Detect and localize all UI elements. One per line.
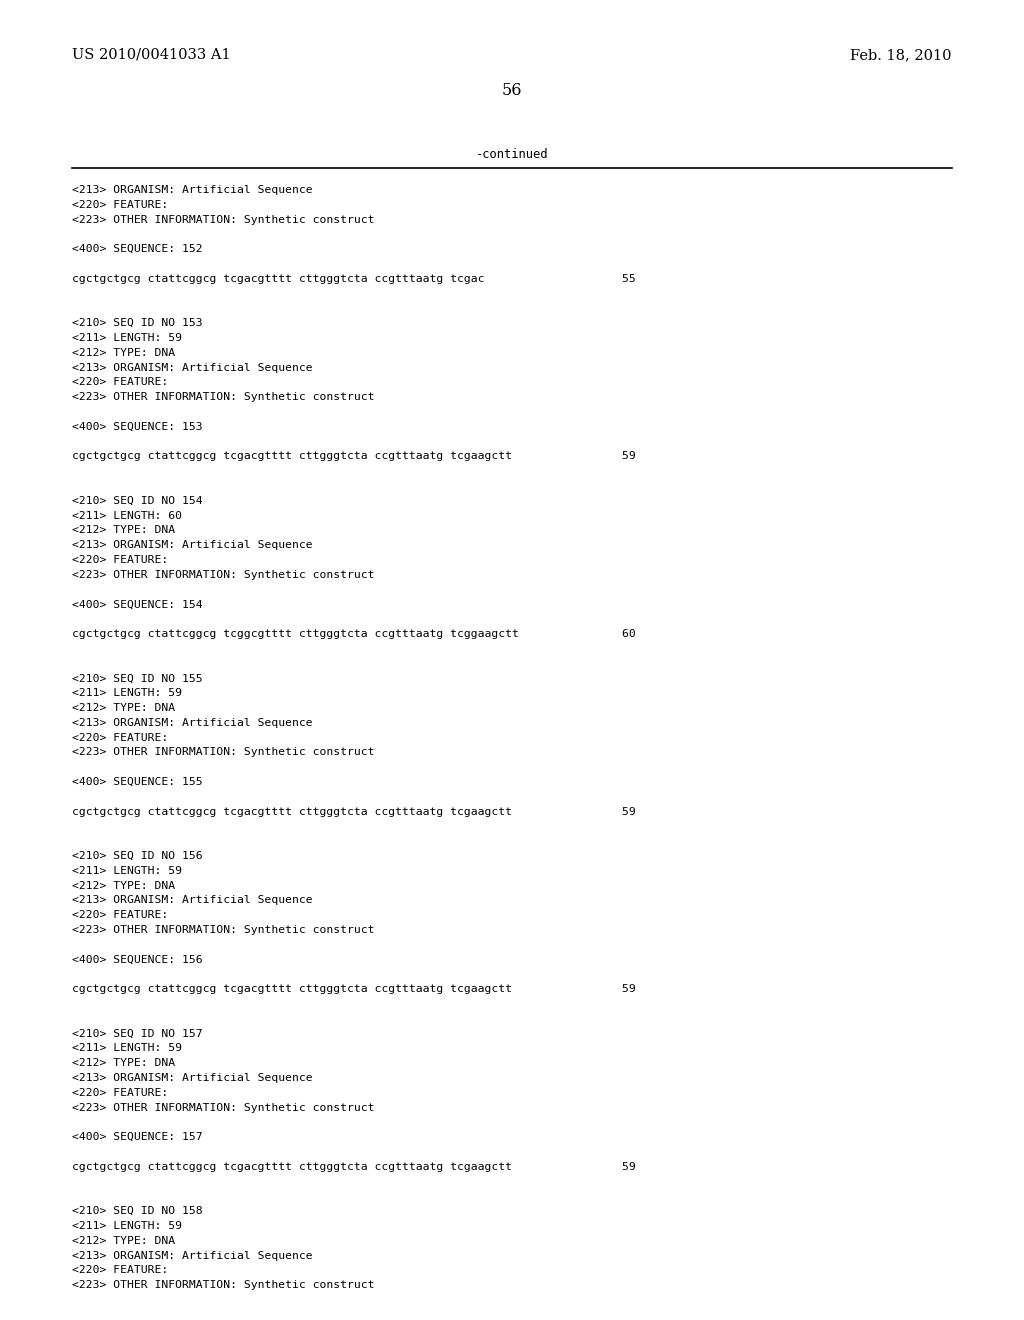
Text: cgctgctgcg ctattcggcg tcgacgtttt cttgggtcta ccgtttaatg tcgaagctt                : cgctgctgcg ctattcggcg tcgacgtttt cttgggt… [72,985,636,994]
Text: <220> FEATURE:: <220> FEATURE: [72,733,168,743]
Text: <220> FEATURE:: <220> FEATURE: [72,378,168,387]
Text: <210> SEQ ID NO 158: <210> SEQ ID NO 158 [72,1206,203,1216]
Text: <400> SEQUENCE: 154: <400> SEQUENCE: 154 [72,599,203,610]
Text: <223> OTHER INFORMATION: Synthetic construct: <223> OTHER INFORMATION: Synthetic const… [72,925,375,935]
Text: <212> TYPE: DNA: <212> TYPE: DNA [72,525,175,536]
Text: <220> FEATURE:: <220> FEATURE: [72,1088,168,1098]
Text: <220> FEATURE:: <220> FEATURE: [72,1266,168,1275]
Text: cgctgctgcg ctattcggcg tcgacgtttt cttgggtcta ccgtttaatg tcgaagctt                : cgctgctgcg ctattcggcg tcgacgtttt cttgggt… [72,1162,636,1172]
Text: <211> LENGTH: 59: <211> LENGTH: 59 [72,866,182,875]
Text: <212> TYPE: DNA: <212> TYPE: DNA [72,880,175,891]
Text: <210> SEQ ID NO 157: <210> SEQ ID NO 157 [72,1028,203,1039]
Text: <213> ORGANISM: Artificial Sequence: <213> ORGANISM: Artificial Sequence [72,895,312,906]
Text: <210> SEQ ID NO 154: <210> SEQ ID NO 154 [72,496,203,506]
Text: <211> LENGTH: 59: <211> LENGTH: 59 [72,688,182,698]
Text: <223> OTHER INFORMATION: Synthetic construct: <223> OTHER INFORMATION: Synthetic const… [72,215,375,224]
Text: <213> ORGANISM: Artificial Sequence: <213> ORGANISM: Artificial Sequence [72,1250,312,1261]
Text: cgctgctgcg ctattcggcg tcgacgtttt cttgggtcta ccgtttaatg tcgac                    : cgctgctgcg ctattcggcg tcgacgtttt cttgggt… [72,273,636,284]
Text: <212> TYPE: DNA: <212> TYPE: DNA [72,1236,175,1246]
Text: <223> OTHER INFORMATION: Synthetic construct: <223> OTHER INFORMATION: Synthetic const… [72,1280,375,1290]
Text: <212> TYPE: DNA: <212> TYPE: DNA [72,1059,175,1068]
Text: <400> SEQUENCE: 156: <400> SEQUENCE: 156 [72,954,203,965]
Text: <213> ORGANISM: Artificial Sequence: <213> ORGANISM: Artificial Sequence [72,363,312,372]
Text: <223> OTHER INFORMATION: Synthetic construct: <223> OTHER INFORMATION: Synthetic const… [72,1102,375,1113]
Text: <213> ORGANISM: Artificial Sequence: <213> ORGANISM: Artificial Sequence [72,185,312,195]
Text: <223> OTHER INFORMATION: Synthetic construct: <223> OTHER INFORMATION: Synthetic const… [72,570,375,579]
Text: <212> TYPE: DNA: <212> TYPE: DNA [72,704,175,713]
Text: US 2010/0041033 A1: US 2010/0041033 A1 [72,48,230,62]
Text: <223> OTHER INFORMATION: Synthetic construct: <223> OTHER INFORMATION: Synthetic const… [72,392,375,403]
Text: <211> LENGTH: 59: <211> LENGTH: 59 [72,1043,182,1053]
Text: <210> SEQ ID NO 155: <210> SEQ ID NO 155 [72,673,203,684]
Text: <210> SEQ ID NO 153: <210> SEQ ID NO 153 [72,318,203,329]
Text: <213> ORGANISM: Artificial Sequence: <213> ORGANISM: Artificial Sequence [72,1073,312,1082]
Text: cgctgctgcg ctattcggcg tcggcgtttt cttgggtcta ccgtttaatg tcggaagctt               : cgctgctgcg ctattcggcg tcggcgtttt cttgggt… [72,630,636,639]
Text: <220> FEATURE:: <220> FEATURE: [72,554,168,565]
Text: <400> SEQUENCE: 153: <400> SEQUENCE: 153 [72,422,203,432]
Text: <220> FEATURE:: <220> FEATURE: [72,199,168,210]
Text: <400> SEQUENCE: 155: <400> SEQUENCE: 155 [72,777,203,787]
Text: cgctgctgcg ctattcggcg tcgacgtttt cttgggtcta ccgtttaatg tcgaagctt                : cgctgctgcg ctattcggcg tcgacgtttt cttgggt… [72,807,636,817]
Text: Feb. 18, 2010: Feb. 18, 2010 [851,48,952,62]
Text: <211> LENGTH: 59: <211> LENGTH: 59 [72,1221,182,1232]
Text: <211> LENGTH: 60: <211> LENGTH: 60 [72,511,182,520]
Text: <223> OTHER INFORMATION: Synthetic construct: <223> OTHER INFORMATION: Synthetic const… [72,747,375,758]
Text: <211> LENGTH: 59: <211> LENGTH: 59 [72,333,182,343]
Text: <400> SEQUENCE: 152: <400> SEQUENCE: 152 [72,244,203,255]
Text: cgctgctgcg ctattcggcg tcgacgtttt cttgggtcta ccgtttaatg tcgaagctt                : cgctgctgcg ctattcggcg tcgacgtttt cttgggt… [72,451,636,462]
Text: <220> FEATURE:: <220> FEATURE: [72,911,168,920]
Text: <212> TYPE: DNA: <212> TYPE: DNA [72,347,175,358]
Text: <213> ORGANISM: Artificial Sequence: <213> ORGANISM: Artificial Sequence [72,540,312,550]
Text: <400> SEQUENCE: 157: <400> SEQUENCE: 157 [72,1133,203,1142]
Text: <210> SEQ ID NO 156: <210> SEQ ID NO 156 [72,851,203,861]
Text: 56: 56 [502,82,522,99]
Text: <213> ORGANISM: Artificial Sequence: <213> ORGANISM: Artificial Sequence [72,718,312,727]
Text: -continued: -continued [476,148,548,161]
